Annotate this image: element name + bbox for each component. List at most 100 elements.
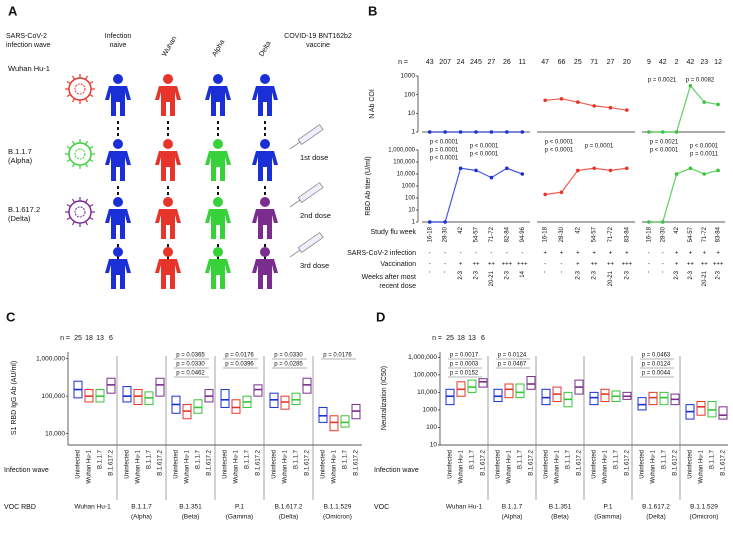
y-tick-label: 1,000,000 xyxy=(388,148,415,154)
data-point xyxy=(592,166,596,171)
infection-status: + xyxy=(560,251,564,257)
person-body xyxy=(205,151,231,181)
row-dash xyxy=(264,256,266,259)
person-head xyxy=(260,139,270,149)
person-head xyxy=(260,74,270,84)
person xyxy=(105,139,131,181)
n-value: 66 xyxy=(558,59,566,66)
person xyxy=(155,74,181,116)
trend-line xyxy=(545,167,627,195)
vaccine-title: COVID-19 BNT162b2 xyxy=(284,33,352,40)
row-dash xyxy=(217,244,219,247)
person xyxy=(155,139,181,181)
data-point xyxy=(674,130,679,134)
data-point xyxy=(674,172,679,176)
p-value: p = 0.0001 xyxy=(430,148,459,154)
data-point xyxy=(702,172,707,176)
weeks-after: 2-3 xyxy=(592,270,598,279)
person-head xyxy=(163,247,173,257)
y-axis-label: N Ab COI xyxy=(369,89,376,119)
n-value: 27 xyxy=(488,59,496,66)
data-point xyxy=(716,102,720,107)
p-value: p = 0.0011 xyxy=(690,152,719,158)
wave-label: Wuhan Hu-1 xyxy=(507,449,513,483)
voc-label: (Omicron) xyxy=(690,514,719,521)
vaccination-status: +++ xyxy=(502,262,513,268)
data-point xyxy=(474,168,478,173)
row-label: recent dose xyxy=(379,283,416,290)
wave-label: Uninfected xyxy=(321,450,327,479)
weeks-after: 2-3 xyxy=(474,270,480,279)
person-head xyxy=(113,247,123,257)
vaccination-status: ++ xyxy=(701,262,709,268)
row-dash xyxy=(264,186,266,189)
data-point xyxy=(458,166,463,171)
wave-label: Uninfected xyxy=(544,450,550,479)
person-head xyxy=(213,74,223,84)
n-value: 18 xyxy=(85,335,93,342)
voc-label: Wuhan Hu-1 xyxy=(74,504,111,511)
p-value: p = 0.0463 xyxy=(642,353,671,359)
wave-label: B.1.617.2 xyxy=(158,449,164,475)
voc-label: (Alpha) xyxy=(502,514,523,521)
box xyxy=(220,389,230,408)
p-value: p = 0.0124 xyxy=(498,353,527,359)
row-dash xyxy=(167,127,169,130)
row-dash xyxy=(264,244,266,247)
box xyxy=(589,391,599,406)
person-body xyxy=(252,209,278,239)
voc-label: P.1 xyxy=(604,504,613,511)
person-body xyxy=(155,151,181,181)
n-value: 47 xyxy=(541,59,549,66)
row-dash xyxy=(117,121,119,124)
y-tick-label: 10,000 xyxy=(397,172,416,178)
wave-label: B.1.1.7 xyxy=(294,449,300,469)
n-value: 13 xyxy=(468,335,476,342)
data-point xyxy=(443,130,447,134)
vaccination-status: + xyxy=(675,262,679,268)
person xyxy=(205,197,231,239)
week-label: 42 xyxy=(458,226,464,233)
n-value: 25 xyxy=(574,59,582,66)
box xyxy=(231,399,241,414)
voc-label: (Delta) xyxy=(646,514,666,521)
week-label: 83-84 xyxy=(716,226,722,242)
y-tick-label: 100,000 xyxy=(393,160,415,166)
person-body xyxy=(155,209,181,239)
box xyxy=(155,377,165,397)
wave-label: Uninfected xyxy=(223,450,229,479)
vaccine-title: vaccine xyxy=(306,42,330,49)
infection-status: + xyxy=(625,251,629,257)
box xyxy=(340,415,350,428)
voc-label: P.1 xyxy=(235,504,244,511)
row-dash xyxy=(117,186,119,189)
person xyxy=(252,197,278,239)
data-point xyxy=(625,108,629,112)
vaccination-status: +++ xyxy=(713,262,724,268)
n-value: 23 xyxy=(700,59,708,66)
wave-label: Uninfected xyxy=(272,450,278,479)
wave-label: Wuhan Hu-1 xyxy=(332,449,338,483)
voc-label: B.1.1.529 xyxy=(690,504,718,511)
p-value: p = 0.0176 xyxy=(323,353,352,359)
week-label: 16-18 xyxy=(427,226,433,242)
p-value: p = 0.0021 xyxy=(648,78,677,84)
wave-label: B.1.617.2 xyxy=(673,449,679,475)
n-value: 42 xyxy=(687,59,695,66)
row-label: Study flu week xyxy=(370,229,416,236)
wave-label: B.1.1.7 xyxy=(98,449,104,469)
weeks-after: 2-3 xyxy=(624,270,630,279)
weeks-after: - xyxy=(443,271,449,273)
box xyxy=(718,406,728,420)
wave-label: Wuhan Hu-1 xyxy=(459,449,465,483)
data-point xyxy=(702,100,707,104)
y-tick-label: 1 xyxy=(411,129,415,136)
voc-label: B.1.1.529 xyxy=(324,504,352,511)
dose-label: 2nd dose xyxy=(300,211,331,220)
data-point xyxy=(647,130,651,134)
y-tick-label: 1,000,000 xyxy=(36,355,65,362)
person-head xyxy=(113,197,123,207)
vaccination-status: - xyxy=(648,262,650,268)
week-label: 94-96 xyxy=(520,226,526,242)
row-dash xyxy=(167,256,169,259)
